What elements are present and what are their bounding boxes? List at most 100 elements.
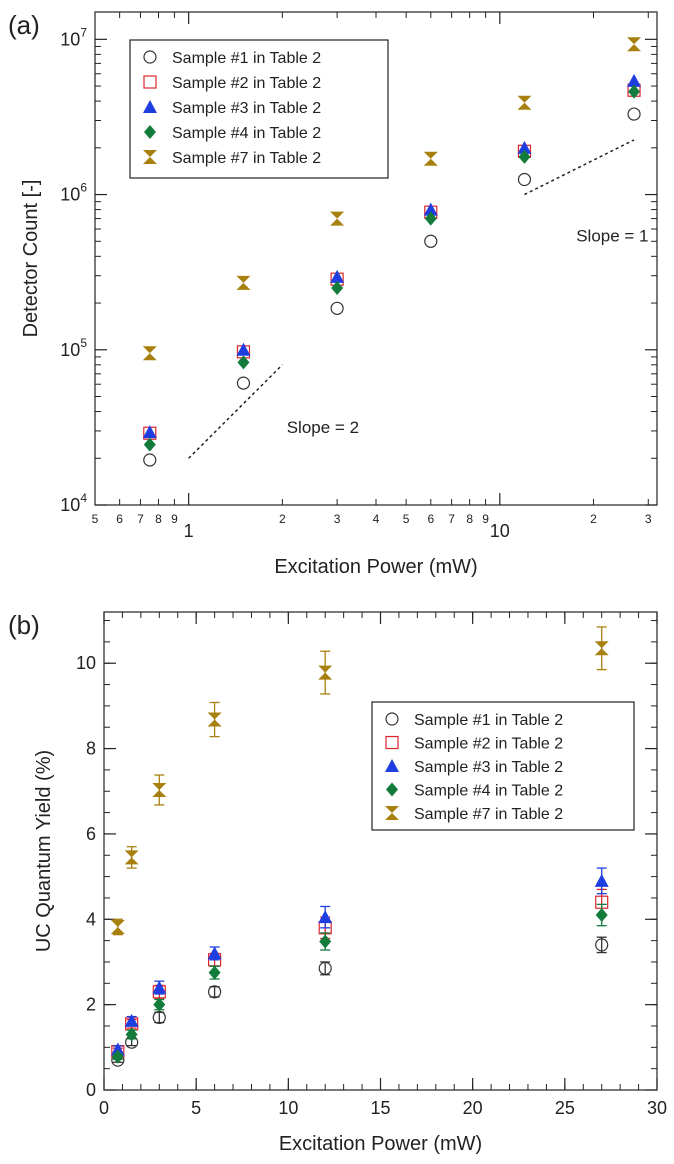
x-minor-tick-label-a: 7 — [137, 512, 144, 526]
panel-a: (a)1 105 6 7 8 9 2 3 4 5 6 7 8 9 2 3104105106107Excitat… — [8, 10, 658, 578]
y-tick-label-a: 104 — [60, 491, 87, 515]
data-point — [208, 965, 221, 980]
x-tick-label-b: 15 — [370, 1098, 390, 1118]
x-minor-tick-label-a: 3 — [334, 512, 341, 526]
data-point — [595, 908, 608, 923]
panel-b: (b) 0 5 10 15 20 25 30 0 2 4 6 8 10 Excitation Power (… — [8, 610, 667, 1155]
legend-label-1: Sample #1 in Table 2 — [172, 50, 321, 67]
x-minor-tick-label-a: 8 — [466, 512, 473, 526]
slope-label-2: Slope = 1 — [576, 226, 648, 245]
x-minor-tick-label-a: 8 — [155, 512, 162, 526]
legend-box — [371, 701, 635, 831]
legend-label-4: Sample #4 in Table 2 — [414, 783, 563, 800]
data-point — [124, 850, 139, 865]
data-point — [594, 641, 609, 656]
data-point — [207, 712, 222, 727]
data-point — [594, 873, 609, 887]
data-point — [236, 342, 251, 356]
data-point — [318, 665, 333, 680]
series-b-5 — [110, 626, 609, 936]
data-point — [110, 1042, 125, 1056]
legend-marker-2 — [143, 75, 157, 89]
data-point — [143, 453, 157, 467]
data-point — [236, 376, 251, 390]
x-tick-label-b: 20 — [463, 1098, 483, 1118]
y-axis-label-a: Detector Count [-] — [20, 180, 42, 338]
legend-label-1: Sample #1 in Table 2 — [414, 712, 563, 729]
y-tick-label-a: 106 — [60, 181, 87, 205]
series-a-3 — [142, 73, 642, 439]
legend-marker-5 — [385, 806, 399, 820]
y-tick-label-a-base: 10 — [60, 185, 80, 205]
legend-marker-1 — [143, 50, 157, 64]
y-tick-label-a-base: 10 — [60, 29, 80, 49]
y-tick-label-b: 0 — [86, 1080, 96, 1100]
data-point — [330, 269, 345, 283]
series-b-3 — [110, 867, 609, 1056]
x-minor-tick-label-a: 4 — [373, 512, 380, 526]
data-point — [517, 140, 532, 154]
legend-marker-5 — [143, 150, 157, 164]
series-b-2 — [111, 888, 609, 1059]
y-tick-label-b: 8 — [86, 739, 96, 759]
data-point — [424, 211, 437, 226]
slope-line-1 — [188, 364, 283, 459]
data-point — [627, 73, 642, 87]
x-minor-tick-label-a: 5 — [92, 512, 99, 526]
legend-label-3: Sample #3 in Table 2 — [172, 100, 321, 117]
data-point — [125, 1027, 138, 1042]
x-minor-tick-label-a: 2 — [590, 512, 597, 526]
x-minor-tick-label-a: 9 — [482, 512, 489, 526]
legend-marker-4 — [144, 125, 156, 139]
x-tick-label-b: 10 — [278, 1098, 298, 1118]
data-point — [627, 107, 641, 121]
legend-label-4: Sample #4 in Table 2 — [172, 125, 321, 142]
legend-marker-4 — [386, 782, 398, 797]
y-tick-label-b: 2 — [86, 995, 96, 1015]
data-point — [111, 1049, 124, 1064]
x-minor-tick-label-a: 5 — [403, 512, 410, 526]
x-axis-label-a: Excitation Power (mW) — [274, 556, 477, 578]
series-b-1 — [111, 936, 609, 1067]
y-tick-label-b: 10 — [76, 653, 96, 673]
data-point — [517, 172, 532, 187]
series-b-4 — [111, 903, 608, 1064]
y-tick-label-a: 107 — [60, 25, 87, 49]
panel-label-a: (a) — [8, 10, 40, 40]
data-point — [152, 782, 167, 797]
x-major-tick-label-a: 1 — [184, 521, 194, 541]
x-tick-label-b: 30 — [647, 1098, 667, 1118]
x-minor-tick-label-a: 6 — [427, 512, 434, 526]
data-point — [330, 301, 344, 315]
data-point — [143, 437, 156, 452]
data-point — [207, 946, 222, 960]
x-tick-label-b: 0 — [99, 1098, 109, 1118]
y-tick-label-a-exponent: 4 — [80, 491, 87, 505]
data-point — [236, 275, 251, 290]
y-tick-label-a-base: 10 — [60, 495, 80, 515]
data-point — [142, 346, 157, 361]
data-point — [517, 95, 532, 110]
data-point — [628, 84, 641, 99]
y-tick-label-a-base: 10 — [60, 340, 80, 360]
y-axis-label-b: UC Quantum Yield (%) — [33, 750, 55, 952]
plot-frame-b — [103, 611, 658, 1091]
x-tick-label-b: 5 — [191, 1098, 201, 1118]
x-tick-label-b: 25 — [555, 1098, 575, 1118]
legend-label-3: Sample #3 in Table 2 — [414, 759, 563, 776]
legend-box — [129, 39, 389, 179]
x-minor-tick-label-a: 2 — [279, 512, 286, 526]
legend-marker-1 — [385, 712, 399, 726]
x-minor-tick-label-a: 7 — [448, 512, 455, 526]
series-a-5 — [142, 37, 642, 361]
y-tick-label-b: 4 — [86, 909, 96, 929]
x-minor-tick-label-a: 3 — [645, 512, 652, 526]
data-point — [318, 961, 332, 975]
data-point — [331, 281, 344, 296]
data-point — [518, 149, 531, 164]
series-a-1 — [143, 107, 641, 467]
y-tick-label-a: 105 — [60, 336, 87, 360]
panel-label-b: (b) — [8, 610, 40, 640]
x-axis-label-b: Excitation Power (mW) — [279, 1133, 482, 1155]
